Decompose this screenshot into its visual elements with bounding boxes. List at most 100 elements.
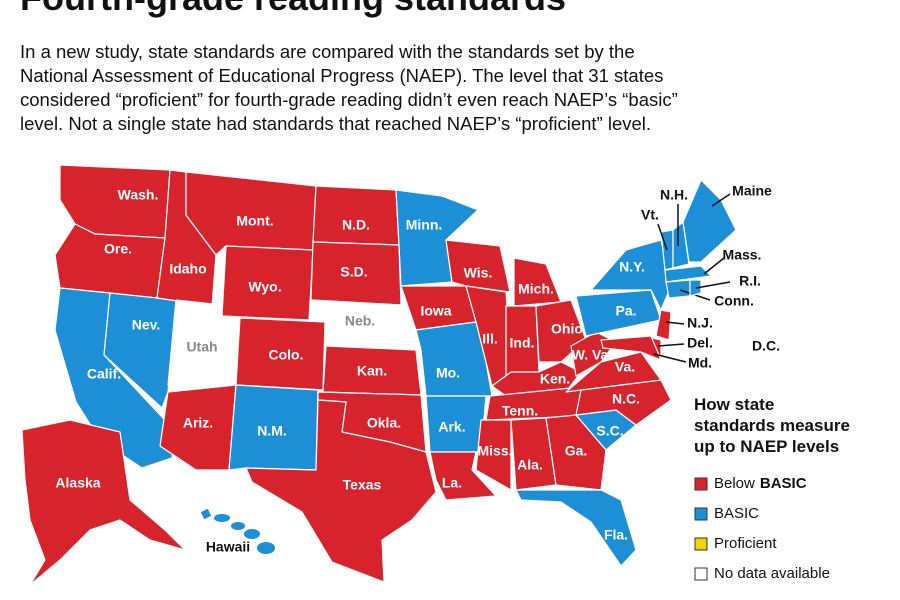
state-label: Tenn. — [502, 403, 538, 419]
state — [665, 279, 691, 299]
state — [21, 419, 186, 586]
state — [731, 340, 745, 354]
state-label: Nev. — [132, 317, 161, 333]
state — [545, 414, 607, 491]
state-label: Hawaii — [206, 539, 250, 555]
legend-label-part: Proficient — [714, 535, 777, 552]
legend-swatch — [694, 567, 708, 581]
state-label: Utah — [186, 339, 217, 355]
state-label: Calif. — [87, 366, 121, 382]
state-label: Mass. — [723, 247, 762, 263]
legend-label: Below BASIC — [714, 475, 807, 492]
legend-swatch — [694, 537, 708, 551]
state-label: Wyo. — [248, 279, 281, 295]
legend-label-part: No data available — [714, 565, 830, 582]
legend-label: Proficient — [714, 535, 777, 552]
title: Fourth-grade reading standards — [20, 0, 566, 18]
state-label: S.C. — [596, 423, 623, 439]
state-label: Md. — [688, 355, 712, 371]
state-island — [244, 529, 260, 539]
state-label: N.D. — [342, 217, 370, 233]
state-label: Ga. — [565, 443, 588, 459]
legend-title: standards measure — [694, 416, 850, 435]
state — [565, 351, 662, 393]
state-label: Ind. — [510, 335, 535, 351]
state-label: Mich. — [518, 281, 554, 297]
state-island — [231, 522, 245, 530]
legend-label: BASIC — [714, 505, 759, 522]
state-label: Idaho — [169, 261, 206, 277]
state-label: Neb. — [345, 313, 375, 329]
legend-title: up to NAEP levels — [694, 437, 839, 456]
state — [689, 279, 702, 297]
state-label: La. — [442, 475, 462, 491]
state-label: Ill. — [482, 331, 498, 347]
leader-line — [695, 281, 731, 289]
legend-swatch — [694, 477, 708, 491]
state — [655, 309, 672, 341]
intro-line: In a new study, state standards are comp… — [20, 41, 635, 62]
intro: In a new study, state standards are comp… — [20, 41, 678, 134]
legend-swatch — [694, 507, 708, 521]
state — [682, 179, 737, 263]
state-label: Maine — [732, 183, 772, 199]
state-label: Wis. — [464, 265, 493, 281]
state-label: Fla. — [604, 527, 628, 543]
state — [475, 419, 512, 491]
intro-line: National Assessment of Educational Progr… — [20, 65, 663, 86]
leader-line — [657, 343, 685, 347]
state — [664, 265, 712, 283]
state-label: D.C. — [752, 338, 780, 354]
intro-line: level. Not a single state had standards … — [20, 113, 651, 134]
state — [429, 451, 497, 501]
state-label: Mont. — [236, 213, 273, 229]
state-label: Va. — [615, 359, 635, 375]
state-label: Ala. — [517, 457, 543, 473]
state-island — [214, 514, 230, 522]
state-label: N.J. — [687, 315, 713, 331]
state-label: Colo. — [269, 347, 304, 363]
state-label: Kan. — [357, 363, 387, 379]
state-label: Mo. — [436, 365, 460, 381]
state-label: S.D. — [340, 264, 367, 280]
state-label: Vt. — [641, 207, 659, 223]
state-label: Alaska — [55, 475, 100, 491]
state-label: Ark. — [438, 419, 465, 435]
legend: How state standards measure up to NAEP lev… — [694, 395, 850, 582]
state-label: Texas — [343, 477, 382, 493]
legend-title: How state — [694, 395, 774, 414]
state-label: R.I. — [739, 273, 761, 289]
leader-line — [711, 193, 731, 207]
legend-label: No data available — [714, 565, 830, 582]
state-island — [257, 542, 275, 554]
state — [312, 185, 400, 246]
state-label: Okla. — [367, 415, 401, 431]
state-label: N.H. — [660, 187, 688, 203]
state — [245, 399, 437, 583]
intro-line: considered “proficient” for fourth-grade… — [20, 89, 678, 110]
state-label: Conn. — [714, 293, 754, 309]
state-label: Iowa — [420, 303, 451, 319]
state-label: Ariz. — [183, 415, 213, 431]
map: Wash. Ore. Calif. Nev. Idaho Mont. Wyo. Utah Col… — [21, 164, 780, 586]
state-label: N.C. — [612, 391, 640, 407]
leader-line — [703, 257, 725, 275]
state-label: Ohio — [551, 321, 583, 337]
state-label: W. Va. — [572, 347, 612, 363]
state-label: Del. — [687, 335, 713, 351]
legend-label-part: BASIC — [760, 475, 807, 492]
leader-line — [657, 223, 668, 251]
state-label: Miss. — [477, 443, 512, 459]
legend-label-part: Below — [714, 475, 755, 492]
state-label: Ken. — [540, 371, 570, 387]
leader-line — [653, 353, 687, 363]
state — [600, 335, 662, 361]
state — [159, 384, 237, 471]
state — [199, 507, 213, 521]
leader-line — [665, 321, 685, 325]
state-label: Wash. — [118, 187, 159, 203]
legend-label-part: BASIC — [714, 505, 759, 522]
state — [515, 489, 637, 567]
